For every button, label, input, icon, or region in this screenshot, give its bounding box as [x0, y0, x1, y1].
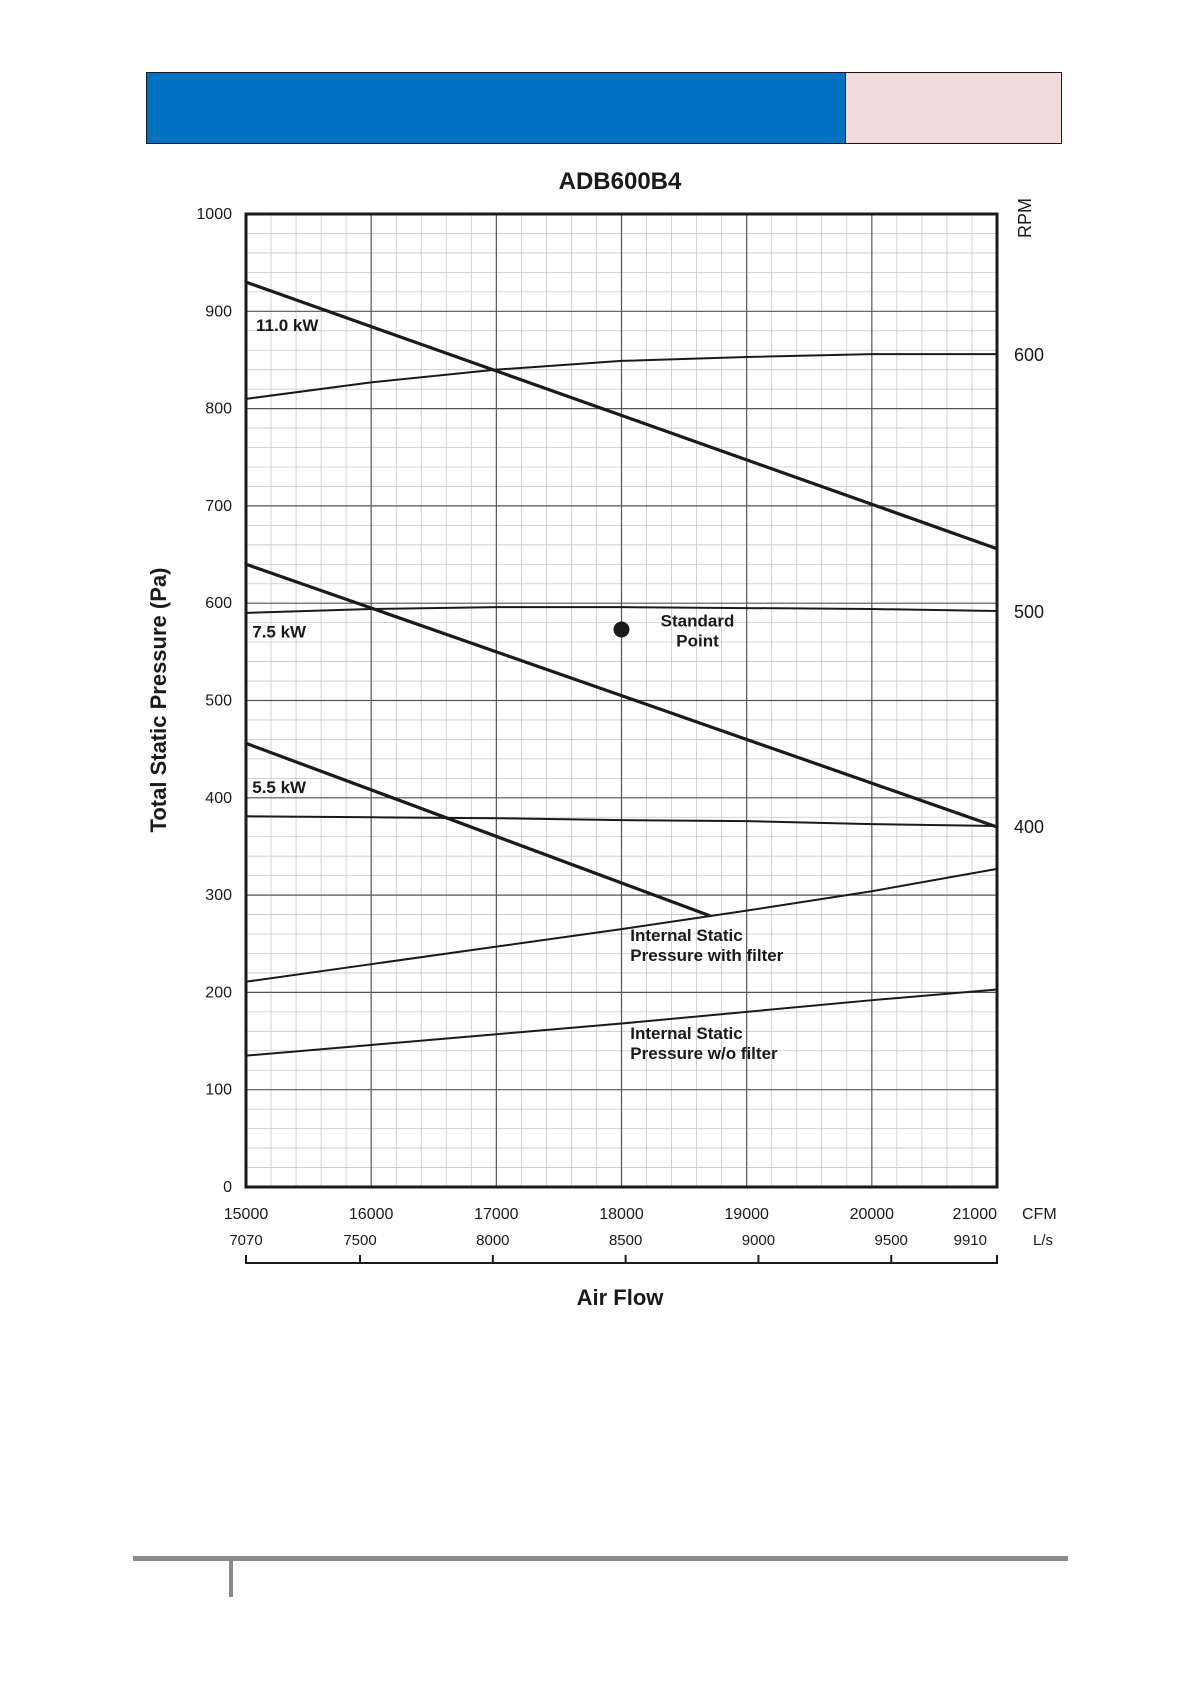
x2-tick-label: 9000: [742, 1232, 775, 1249]
standard-point-label: Point: [676, 631, 719, 650]
y-tick-label: 700: [205, 498, 232, 515]
x2-unit-label: L/s: [1033, 1232, 1053, 1249]
chart-title: ADB600B4: [559, 168, 682, 195]
x-tick-label: 20000: [850, 1206, 895, 1223]
secondary-axis-ticks: [245, 1255, 998, 1264]
series-line-internal-static-pressure-with-filter: [245, 867, 998, 983]
x-tick-label: 21000: [953, 1206, 998, 1223]
x2-tick-label: 9910: [954, 1232, 987, 1249]
x-unit-label: CFM: [1022, 1206, 1057, 1223]
y-tick-labels: 0 100 200 300 400 500 600 700 800 900 1000: [196, 206, 232, 1196]
x2-tick-label: 7500: [343, 1232, 376, 1249]
header-pink-block: [845, 73, 1061, 143]
footer-rule: [133, 1556, 1068, 1561]
x-tick-label: 17000: [474, 1206, 519, 1223]
rpm-tick-label: 600: [1014, 345, 1044, 365]
y-tick-label: 1000: [196, 206, 232, 223]
annotation-label: Internal Static: [630, 1024, 742, 1043]
x2-tick-labels: 7070 7500 8000 8500 9000 9500 9910: [229, 1232, 987, 1249]
series-line-internal-static-pressure-w-o-filter: [245, 988, 998, 1057]
x-tick-label: 19000: [724, 1206, 769, 1223]
standard-point-marker: [613, 621, 630, 638]
plot-frame: [244, 212, 999, 1189]
annotation-label: Pressure w/o filter: [630, 1044, 778, 1063]
power-label: 11.0 kW: [256, 316, 319, 335]
y-tick-label: 900: [205, 303, 232, 320]
x2-tick-label: 7070: [229, 1232, 262, 1249]
series-line-600-rpm: [245, 353, 998, 400]
rpm-tick-label: 400: [1014, 817, 1044, 837]
rpm-tick-label: 500: [1014, 602, 1044, 622]
footer-tick: [229, 1556, 233, 1597]
y-tick-label: 0: [223, 1179, 232, 1196]
y-tick-label: 300: [205, 887, 232, 904]
x-tick-label: 15000: [224, 1206, 269, 1223]
x-tick-label: 18000: [599, 1206, 644, 1223]
y-tick-label: 500: [205, 693, 232, 710]
series-lines: [244, 280, 999, 1057]
y-axis-label: Total Static Pressure (Pa): [146, 568, 171, 833]
series-line-400-rpm: [245, 815, 998, 828]
header-blue-block: [147, 73, 845, 143]
x2-tick-label: 8500: [609, 1232, 642, 1249]
rpm-axis-label: RPM: [1015, 198, 1035, 238]
x2-tick-label: 9500: [875, 1232, 908, 1249]
x-axis-label: Air Flow: [577, 1285, 665, 1310]
y-tick-label: 100: [205, 1082, 232, 1099]
x-tick-labels: 15000 16000 17000 18000 19000 20000 21000: [224, 1206, 997, 1223]
series-line-500-rpm: [245, 606, 998, 614]
power-label: 5.5 kW: [252, 778, 307, 797]
standard-point-label: Standard: [661, 611, 735, 630]
y-tick-label: 400: [205, 790, 232, 807]
rpm-tick-labels: 600 500 400: [1014, 345, 1044, 837]
x-tick-label: 16000: [349, 1206, 394, 1223]
y-tick-label: 200: [205, 984, 232, 1001]
x2-tick-label: 8000: [476, 1232, 509, 1249]
y-tick-label: 600: [205, 595, 232, 612]
power-label: 7.5 kW: [252, 622, 307, 641]
annotation-label: Pressure with filter: [630, 946, 783, 965]
header-bar: [146, 72, 1062, 144]
power-labels: 11.0 kW 7.5 kW 5.5 kW: [252, 316, 319, 797]
series-line-11-0-kw: [244, 280, 999, 551]
annotation-label: Internal Static: [630, 926, 742, 945]
y-tick-label: 800: [205, 401, 232, 418]
series-line-5-5-kw: [244, 741, 711, 918]
